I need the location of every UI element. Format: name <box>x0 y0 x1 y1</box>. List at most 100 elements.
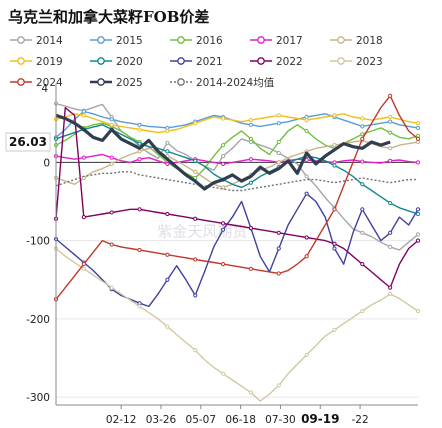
series-2023 <box>53 246 421 402</box>
data-point <box>81 109 86 114</box>
data-point <box>248 117 254 123</box>
data-point <box>360 159 365 164</box>
data-point <box>109 155 114 160</box>
data-point <box>165 324 170 329</box>
data-point <box>304 174 309 179</box>
series-2015 <box>53 109 421 140</box>
series-line <box>55 171 418 192</box>
legend-marker <box>17 36 25 44</box>
legend-marker <box>177 57 185 65</box>
data-point <box>109 117 114 122</box>
data-point <box>193 348 198 353</box>
data-point <box>304 254 309 259</box>
data-point <box>81 215 86 220</box>
data-point <box>332 327 337 332</box>
data-point <box>360 207 365 212</box>
legend-marker <box>257 57 265 65</box>
legend-item-2018: 2018 <box>330 35 383 47</box>
data-point <box>415 207 421 212</box>
legend-label: 2024 <box>36 77 63 89</box>
legend-label: 2018 <box>356 35 383 47</box>
series-line <box>55 139 419 189</box>
data-point <box>109 242 114 247</box>
data-point <box>332 207 337 212</box>
data-point <box>193 158 198 163</box>
x-tick-label-highlight: 09-19 <box>301 412 339 426</box>
series-2020 <box>53 124 421 217</box>
data-point <box>220 371 226 376</box>
data-point <box>332 241 337 246</box>
chart-title: 乌克兰和加拿大菜籽FOB价差 <box>8 8 209 26</box>
data-point <box>304 117 309 123</box>
data-point <box>388 158 393 163</box>
series-line <box>55 113 419 134</box>
data-point <box>81 262 86 267</box>
series-line <box>55 122 419 179</box>
data-point <box>248 390 254 395</box>
value-badge-box <box>5 132 51 152</box>
data-point <box>304 235 309 240</box>
data-point <box>165 252 170 257</box>
legend-item-2014: 2014 <box>10 35 63 47</box>
legend-marker <box>97 78 105 86</box>
legend-label: 2019 <box>36 56 63 68</box>
gridlines <box>56 161 418 398</box>
legend-label: 2015 <box>116 35 143 47</box>
data-point <box>276 383 281 388</box>
data-point <box>137 141 142 146</box>
data-point <box>137 149 142 154</box>
legend-label: 2023 <box>356 56 383 68</box>
series-2021 <box>53 191 421 308</box>
data-point <box>137 157 142 162</box>
series-line <box>55 110 419 138</box>
data-point <box>193 293 198 298</box>
data-point <box>388 93 393 98</box>
series-line <box>55 192 419 308</box>
x-tick-label: 03-26 <box>146 414 177 426</box>
legend-label: 2014 <box>36 35 63 47</box>
x-tick-label: 05-07 <box>186 414 217 426</box>
legend-marker <box>337 57 345 65</box>
data-point <box>388 114 393 120</box>
x-tick-label: 07-30 <box>265 414 296 426</box>
legend-label: 2021 <box>196 56 223 68</box>
data-point <box>248 266 254 271</box>
x-tick-label: 06-18 <box>225 414 256 426</box>
legend-marker <box>17 57 25 65</box>
data-point <box>165 211 170 217</box>
legend-item-2021: 2021 <box>170 56 223 68</box>
data-point <box>220 153 226 159</box>
series-line <box>55 95 419 300</box>
series-line <box>55 153 419 165</box>
series-layer <box>53 93 421 402</box>
data-point <box>415 121 421 126</box>
series-2017 <box>53 153 421 167</box>
y-tick-label: -300 <box>26 392 50 404</box>
data-point <box>165 128 170 134</box>
data-point <box>388 200 393 206</box>
data-point <box>165 140 170 145</box>
data-point <box>415 136 421 141</box>
data-point <box>388 291 393 296</box>
y-tick-label: 0 <box>43 157 50 169</box>
data-point <box>193 216 198 221</box>
data-point <box>415 232 421 237</box>
data-point <box>137 304 142 309</box>
data-point <box>415 125 421 131</box>
legend-item-2022: 2022 <box>250 56 303 68</box>
series-line <box>55 124 419 215</box>
data-point <box>332 246 337 251</box>
data-point <box>109 122 114 127</box>
data-point <box>165 161 170 167</box>
data-point <box>109 210 114 215</box>
series-2024 <box>53 93 421 302</box>
data-point <box>137 207 142 212</box>
data-point <box>165 149 170 154</box>
data-point <box>220 227 226 232</box>
y-tick-label: -200 <box>26 314 50 326</box>
legend-label: 2020 <box>116 56 143 68</box>
legend-item-2023: 2023 <box>330 56 383 68</box>
data-point <box>360 124 365 129</box>
data-point <box>276 139 281 145</box>
